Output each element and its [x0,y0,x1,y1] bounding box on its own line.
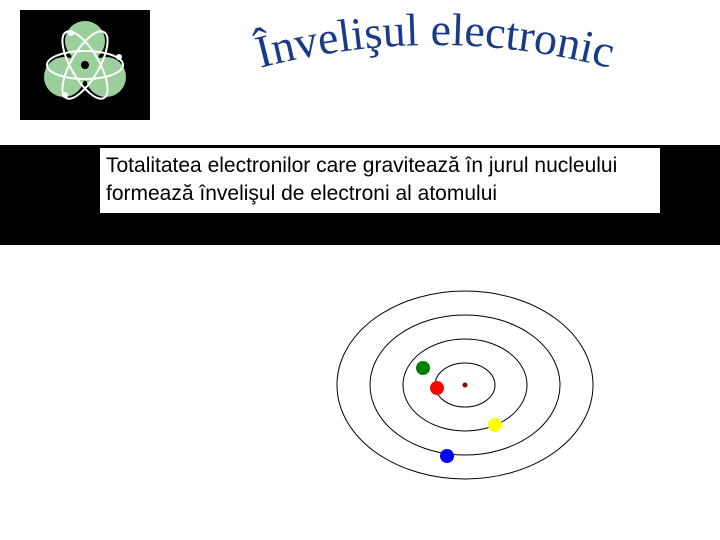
orbit-diagram-svg [325,280,605,490]
body-paragraph: Totalitatea electronilor care gravitează… [100,148,660,213]
flower-shape [44,21,126,97]
electron-green [416,361,430,375]
bullet-icon [78,158,88,168]
title-text: Învelişul electronic [250,10,620,78]
orbit-diagram [325,280,605,490]
title-arch-svg: Învelişul electronic [170,10,700,110]
electron-blue [440,449,454,463]
nucleus-icon [81,61,89,69]
orbit-particles [416,361,502,463]
body-text: Totalitatea electronilor care gravitează… [106,154,617,205]
atom-logo [20,10,150,120]
nucleus-dot [463,383,468,388]
electron-red [430,381,444,395]
page-title: Învelişul electronic [170,10,700,110]
electron-yellow [488,418,502,432]
atom-logo-svg [25,15,145,115]
